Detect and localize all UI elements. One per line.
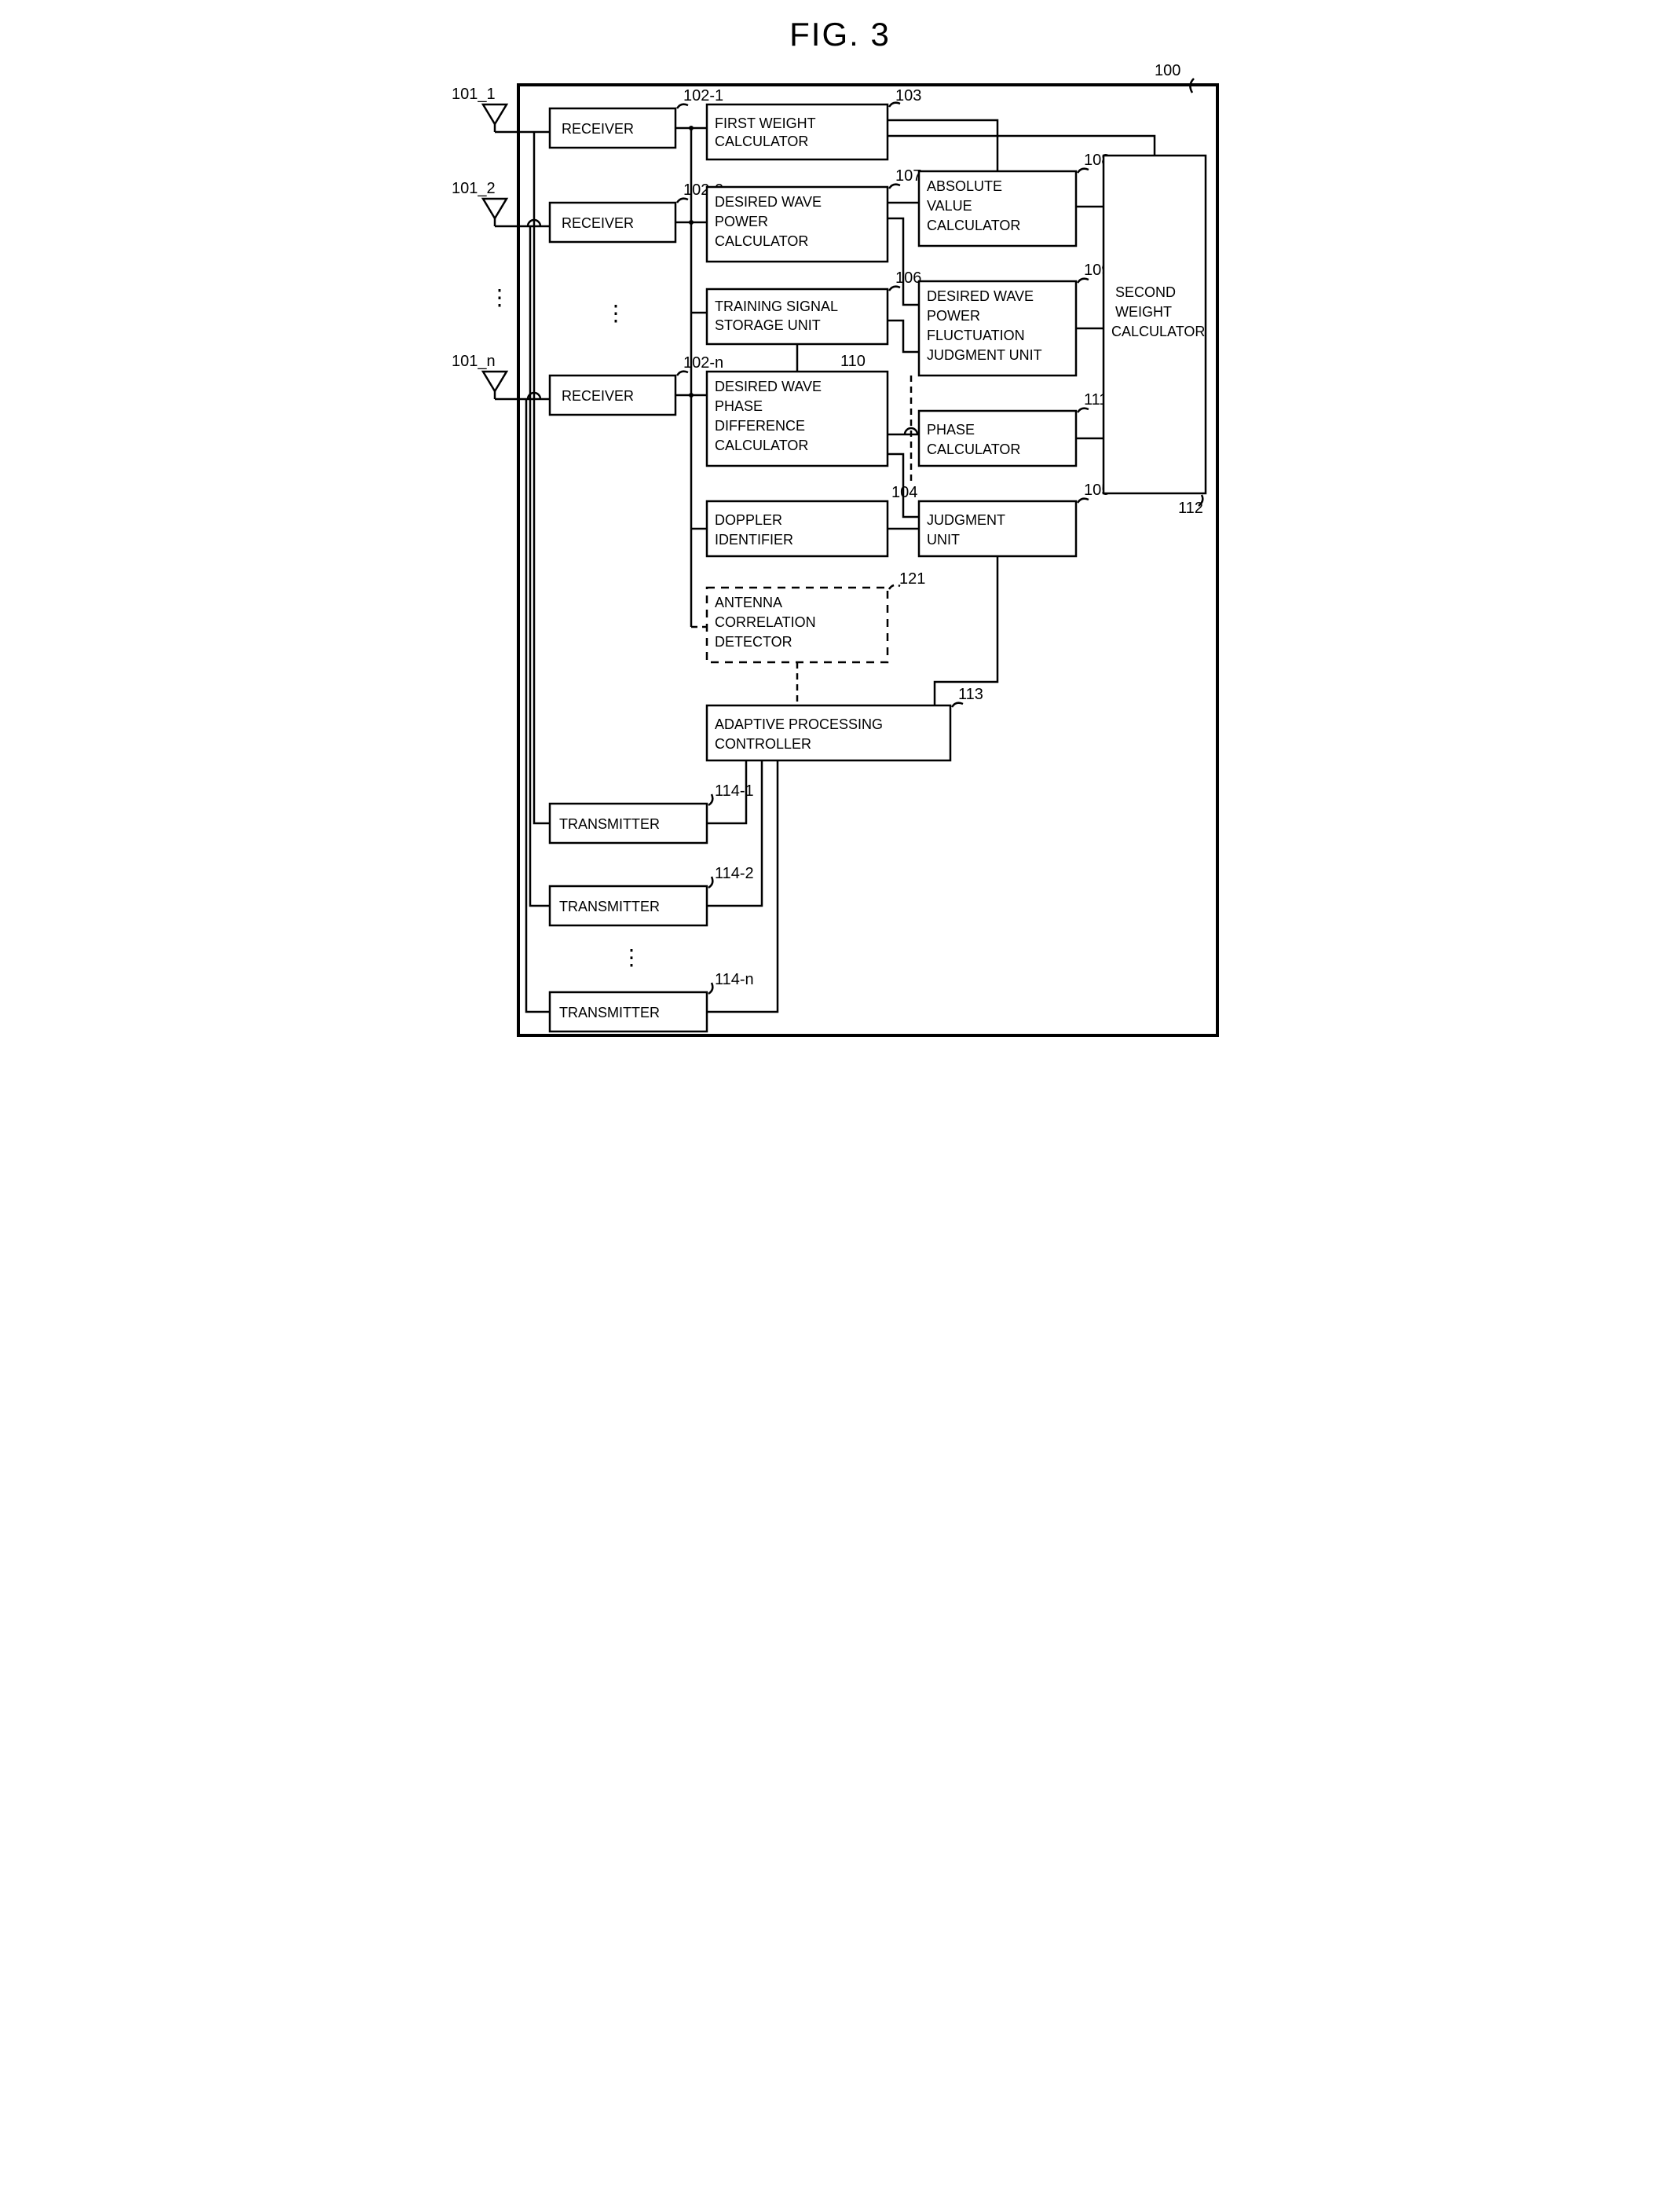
svg-text:DESIRED WAVE: DESIRED WAVE — [715, 379, 822, 394]
fluctuation-judgment-unit: DESIRED WAVE POWER FLUCTUATION JUDGMENT … — [919, 262, 1110, 376]
svg-text:RECEIVER: RECEIVER — [562, 388, 634, 404]
svg-text:114-1: 114-1 — [715, 782, 754, 800]
antenna-ellipsis: ⋮ — [489, 285, 511, 310]
judgment-unit: JUDGMENT UNIT 105 — [919, 482, 1110, 556]
svg-text:102-n: 102-n — [683, 354, 723, 372]
ref-101-1: 101_1 — [452, 86, 496, 103]
wire-judg-adaptive — [935, 556, 997, 705]
svg-text:WEIGHT: WEIGHT — [1115, 304, 1172, 320]
svg-text:STORAGE UNIT: STORAGE UNIT — [715, 317, 821, 333]
transmitter-2: TRANSMITTER 114-2 — [550, 865, 754, 925]
diagram: 100 101_1 101_2 ⋮ 101_n RECEIVER 102-1 R… — [448, 61, 1233, 1051]
svg-text:IDENTIFIER: IDENTIFIER — [715, 532, 793, 548]
receiver-1: RECEIVER 102-1 — [550, 87, 723, 148]
svg-text:TRANSMITTER: TRANSMITTER — [559, 816, 660, 832]
svg-text:CALCULATOR: CALCULATOR — [1111, 324, 1205, 339]
svg-text:CORRELATION: CORRELATION — [715, 614, 816, 630]
second-weight-calculator: SECOND WEIGHT CALCULATOR 112 — [1104, 156, 1206, 517]
antenna-correlation-detector: ANTENNA CORRELATION DETECTOR 121 — [707, 570, 925, 662]
figure-title: FIG. 3 — [789, 16, 891, 53]
svg-text:DESIRED WAVE: DESIRED WAVE — [927, 288, 1034, 304]
svg-text:TRANSMITTER: TRANSMITTER — [559, 1005, 660, 1020]
svg-text:106: 106 — [895, 269, 921, 287]
receiver-n: RECEIVER 102-n — [550, 354, 723, 415]
wire-dp-fluct — [888, 218, 919, 305]
svg-text:114-2: 114-2 — [715, 865, 754, 882]
wire-train-fluct — [888, 321, 919, 352]
desired-wave-power-calculator: DESIRED WAVE POWER CALCULATOR 107 — [707, 167, 921, 262]
wire-tx-ant-bus — [534, 132, 550, 823]
first-weight-calculator: FIRST WEIGHT CALCULATOR 103 — [707, 87, 921, 159]
svg-text:DESIRED WAVE: DESIRED WAVE — [715, 194, 822, 210]
transmitter-ellipsis: ⋮ — [620, 945, 642, 969]
svg-text:104: 104 — [891, 484, 917, 501]
svg-text:113: 113 — [958, 686, 983, 703]
antenna-1: 101_1 — [452, 86, 550, 132]
svg-text:ABSOLUTE: ABSOLUTE — [927, 178, 1002, 194]
svg-text:CONTROLLER: CONTROLLER — [715, 736, 811, 752]
svg-text:CALCULATOR: CALCULATOR — [715, 233, 808, 249]
svg-text:FIRST WEIGHT: FIRST WEIGHT — [715, 115, 816, 131]
svg-text:CALCULATOR: CALCULATOR — [927, 218, 1020, 233]
svg-text:DOPPLER: DOPPLER — [715, 512, 782, 528]
svg-text:107: 107 — [895, 167, 921, 185]
svg-text:110: 110 — [840, 353, 866, 370]
ref-101-n: 101_n — [452, 353, 496, 370]
svg-text:CALCULATOR: CALCULATOR — [715, 134, 808, 149]
svg-text:103: 103 — [895, 87, 921, 104]
svg-text:JUDGMENT: JUDGMENT — [927, 512, 1005, 528]
block-diagram-svg: 100 101_1 101_2 ⋮ 101_n RECEIVER 102-1 R… — [448, 61, 1233, 1051]
adaptive-processing-controller: ADAPTIVE PROCESSING CONTROLLER 113 — [707, 686, 983, 760]
svg-text:TRAINING SIGNAL: TRAINING SIGNAL — [715, 299, 838, 314]
svg-text:RECEIVER: RECEIVER — [562, 215, 634, 231]
svg-text:DETECTOR: DETECTOR — [715, 634, 792, 650]
svg-text:114-n: 114-n — [715, 971, 754, 988]
svg-text:FLUCTUATION: FLUCTUATION — [927, 328, 1025, 343]
svg-text:VALUE: VALUE — [927, 198, 972, 214]
transmitter-1: TRANSMITTER 114-1 — [550, 782, 754, 843]
svg-text:ANTENNA: ANTENNA — [715, 595, 782, 610]
svg-text:ADAPTIVE PROCESSING: ADAPTIVE PROCESSING — [715, 716, 883, 732]
phase-calculator: PHASE CALCULATOR 111 — [919, 391, 1107, 466]
svg-text:DIFFERENCE: DIFFERENCE — [715, 418, 805, 434]
svg-text:POWER: POWER — [927, 308, 980, 324]
ref-101-2: 101_2 — [452, 180, 496, 197]
svg-text:PHASE: PHASE — [927, 422, 975, 438]
svg-text:RECEIVER: RECEIVER — [562, 121, 634, 137]
svg-text:POWER: POWER — [715, 214, 768, 229]
svg-text:PHASE: PHASE — [715, 398, 763, 414]
ref-100: 100 — [1155, 62, 1180, 79]
svg-text:112: 112 — [1178, 500, 1203, 517]
svg-text:UNIT: UNIT — [927, 532, 960, 548]
wire-fw-second — [888, 136, 1155, 156]
doppler-identifier: DOPPLER IDENTIFIER 104 — [707, 484, 917, 556]
svg-text:JUDGMENT UNIT: JUDGMENT UNIT — [927, 347, 1042, 363]
absolute-value-calculator: ABSOLUTE VALUE CALCULATOR 108 — [919, 152, 1110, 246]
svg-text:CALCULATOR: CALCULATOR — [927, 441, 1020, 457]
svg-text:CALCULATOR: CALCULATOR — [715, 438, 808, 453]
transmitter-n: TRANSMITTER 114-n — [550, 971, 754, 1031]
receiver-2: RECEIVER 102-2 — [550, 181, 723, 242]
svg-text:SECOND: SECOND — [1115, 284, 1176, 300]
receiver-ellipsis: ⋮ — [605, 301, 627, 325]
training-signal-storage: TRAINING SIGNAL STORAGE UNIT 106 — [707, 269, 921, 344]
svg-text:TRANSMITTER: TRANSMITTER — [559, 899, 660, 914]
wire-fw-abs — [888, 120, 997, 171]
svg-text:121: 121 — [899, 570, 925, 588]
svg-text:102-1: 102-1 — [683, 87, 723, 104]
